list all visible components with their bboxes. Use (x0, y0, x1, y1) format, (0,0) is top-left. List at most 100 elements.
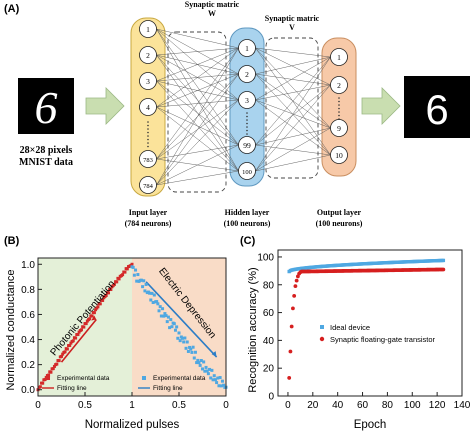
potentiation-point (38, 385, 42, 389)
synapse-w-line (156, 47, 239, 108)
depression-point (134, 268, 138, 272)
input-node-circle (139, 46, 157, 64)
ellipsis-dot (147, 131, 149, 134)
synapse-v-line (255, 47, 331, 86)
legend-label: Fitting line (153, 385, 183, 392)
depression-point (132, 273, 136, 277)
ellipsis-dot (147, 142, 149, 144)
depression-point (196, 358, 200, 362)
depression-point (162, 314, 166, 318)
depression-point (183, 336, 187, 340)
ellipsis-dot (338, 107, 340, 110)
potentiation-point (52, 364, 56, 368)
depression-point (159, 314, 163, 318)
depression-point (195, 361, 199, 365)
x-tick-label: 60 (357, 400, 369, 411)
output-node-label: 2 (337, 81, 341, 90)
synapse-w-line (156, 47, 239, 160)
y-tick-label: 0.6 (21, 310, 35, 321)
transistor-point (294, 278, 299, 283)
x-tick-label: 1 (129, 400, 135, 411)
potentiation-point (84, 322, 88, 326)
synapse-v-line (255, 47, 331, 156)
depression-point (220, 379, 224, 383)
depression-region (132, 258, 226, 396)
synapse-v-line (255, 84, 331, 101)
transistor-point (288, 349, 293, 354)
synaptic-matrix-w-box (167, 31, 227, 193)
potentiation-point (125, 267, 129, 271)
synapse-v-line (255, 73, 331, 86)
depression-point (170, 325, 174, 329)
depression-point (212, 374, 216, 378)
synapse-w-line (156, 73, 239, 186)
depression-point (201, 367, 204, 371)
depression-point (190, 350, 194, 354)
x-tick-label: 40 (332, 400, 344, 411)
potentiation-point (92, 311, 96, 315)
synaptic-v-label-line2: V (289, 23, 295, 32)
depression-point (175, 325, 179, 329)
output-layer-caption-line2: (100 neurons) (316, 219, 363, 228)
potentiation-point (41, 381, 45, 385)
depression-point (173, 328, 177, 332)
input-node-circle (139, 150, 157, 168)
x-tick-label: 0 (35, 400, 41, 411)
ellipsis-dot (246, 129, 248, 132)
depression-point (181, 336, 185, 340)
transistor-point (293, 284, 298, 289)
x-tick-label: 0.5 (172, 400, 186, 411)
fitting-line (145, 281, 218, 358)
depression-point (158, 305, 162, 309)
input-node-label: 1 (146, 25, 150, 34)
potentiation-point (130, 262, 134, 266)
hidden-node-circle (238, 39, 256, 57)
mnist-digit-image (18, 78, 74, 134)
input-node-circle (139, 176, 157, 194)
conductance-x-axis-label: Normalized pulses (85, 419, 180, 431)
x-tick-label: 0 (285, 400, 291, 411)
input-layer-caption-line2: (784 neurons) (125, 219, 172, 228)
ellipsis-dot (147, 121, 149, 123)
y-tick-label: 60 (263, 308, 275, 319)
depression-point (144, 282, 148, 286)
hidden-node-label: 2 (245, 70, 249, 79)
potentiation-point (60, 354, 63, 358)
synapse-v-line (255, 144, 331, 156)
synapse-v-line (255, 154, 331, 172)
potentiation-point (65, 347, 69, 351)
conductance-chart: 0.0 0.2 0.4 0.6 0.8 1.0 0 0.5 1 0.5 0 Experimental … (21, 257, 229, 411)
depression-point (219, 384, 223, 388)
output-node-circle (330, 48, 348, 66)
ellipsis-dot (338, 111, 340, 113)
mnist-digit-glyph: 6 (35, 82, 58, 133)
neuron-nodes: 1 2 3 4 783 784 1 2 3 99 100 1 2 9 10 (139, 20, 348, 194)
input-arrow (85, 87, 125, 125)
depression-point (164, 314, 168, 318)
legend-marker (46, 376, 50, 380)
depression-point (218, 376, 222, 380)
output-node-circle (330, 146, 348, 164)
synapse-v-line (255, 127, 331, 146)
ellipsis-dot (147, 135, 149, 137)
synapse-w-line (156, 106, 239, 172)
ellipsis-dot (338, 97, 340, 99)
ellipsis-dot (338, 114, 340, 117)
depression-point (143, 289, 147, 293)
depression-point (203, 369, 207, 373)
depression-point (157, 309, 161, 313)
accuracy-chart: 0 20 40 60 80 100 0 20 40 60 80 100 120 140 Ideal devi… (257, 249, 471, 411)
synapse-w-line (156, 47, 239, 56)
depression-point (216, 376, 220, 380)
depression-point (197, 361, 201, 365)
legend-label-transistor: Synaptic floating-gate transistor (330, 335, 436, 344)
y-tick-label: 20 (263, 364, 275, 375)
depression-point (199, 359, 203, 363)
depression-point (210, 368, 214, 372)
depression-point (222, 383, 226, 387)
ellipsis-dot (147, 138, 149, 141)
depression-point (139, 278, 143, 282)
potentiation-point (57, 359, 61, 363)
output-layer-box (321, 37, 357, 177)
potentiation-point (43, 378, 47, 382)
